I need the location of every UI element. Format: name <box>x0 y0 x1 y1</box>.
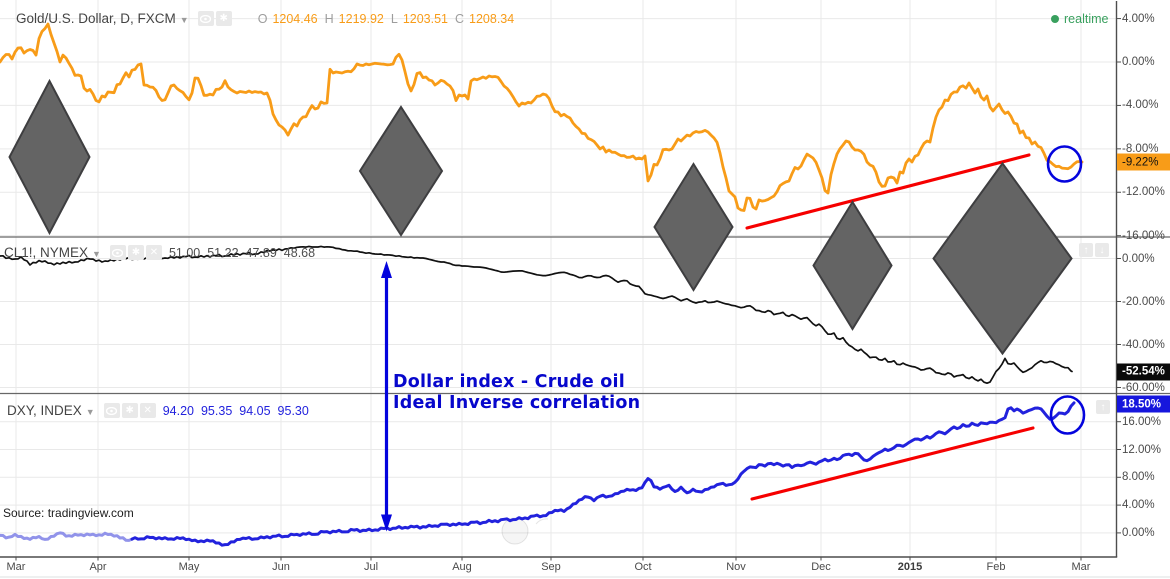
highlight-ellipse[interactable] <box>1049 395 1086 435</box>
series-line-0[interactable] <box>0 22 1084 212</box>
trendline-red[interactable] <box>750 426 1035 501</box>
trendline-red[interactable] <box>745 153 1031 230</box>
pane-move-down-button[interactable]: ↓ <box>1095 243 1109 257</box>
pane-move-up-button[interactable]: ↑ <box>1079 243 1093 257</box>
gridlines <box>0 0 1117 557</box>
arrow-head-up-icon <box>381 261 392 278</box>
series-line-2-faded[interactable] <box>0 531 134 542</box>
series-line-2[interactable] <box>130 401 1076 547</box>
arrow-head-down-icon <box>381 514 392 532</box>
diamond-marker[interactable] <box>653 162 734 292</box>
diamond-marker[interactable] <box>358 105 444 237</box>
highlight-ellipse[interactable] <box>1046 145 1083 183</box>
diamond-marker[interactable] <box>932 161 1073 356</box>
drawings <box>8 78 1086 532</box>
diamond-marker[interactable] <box>8 78 91 236</box>
tradingview-watermark <box>501 517 549 545</box>
watermark-circle <box>501 517 529 545</box>
diamond-marker[interactable] <box>812 200 893 331</box>
data-series <box>0 22 1084 547</box>
series-line-1[interactable] <box>0 245 1073 385</box>
pane-move-up-button[interactable]: ↑ <box>1096 400 1110 414</box>
watermark-arc <box>535 518 549 525</box>
